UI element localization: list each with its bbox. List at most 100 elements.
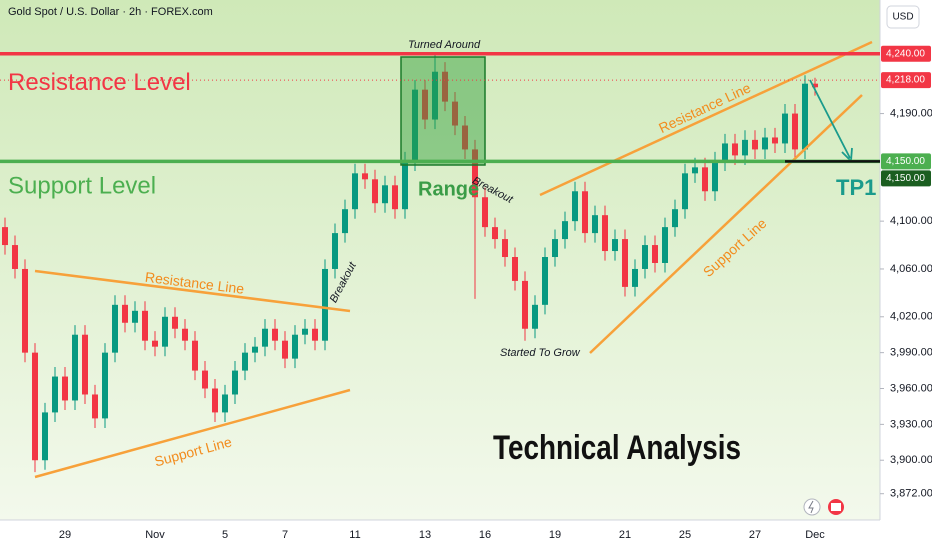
icon [808, 500, 814, 514]
y-tick-label: 4,020.00 [890, 311, 932, 323]
trend-line [589, 94, 863, 354]
annotation: Turned Around [408, 39, 481, 51]
candle-body [52, 376, 58, 413]
candle-body [802, 83, 808, 150]
currency: USD [892, 12, 913, 23]
candle-body [42, 412, 48, 461]
candle-body [132, 310, 138, 323]
y-tick-label: 3,872.00 [890, 488, 932, 500]
candle-body [682, 173, 688, 210]
level-label: Resistance Level [8, 69, 191, 96]
y-tick-label: 3,900.00 [890, 454, 932, 466]
candle-body [612, 239, 618, 252]
candle-body [432, 71, 438, 120]
price-label-box [881, 170, 931, 187]
level-label: Support Level [8, 173, 156, 200]
x-tick-label: Nov [145, 529, 165, 541]
candle-body [472, 149, 478, 198]
candle-body [92, 394, 98, 419]
candle-body [732, 143, 738, 156]
candle-body [322, 268, 328, 341]
price-label: 4,150.00 [886, 156, 925, 167]
candle-body [662, 227, 668, 263]
candle-body [572, 191, 578, 222]
candle-body [282, 340, 288, 359]
candle-body [722, 143, 728, 162]
y-tick-label: 4,100.00 [890, 215, 932, 227]
x-tick-label: 13 [419, 529, 431, 541]
candle-body [742, 139, 748, 156]
candle-body [142, 310, 148, 341]
candle-body [332, 233, 338, 269]
candle-body [422, 89, 428, 120]
candle-body [72, 334, 78, 401]
candle-body [622, 239, 628, 287]
candle-body [2, 227, 8, 246]
x-tick-label: 7 [282, 529, 288, 541]
candle-body [162, 316, 168, 347]
y-tick-label: 3,990.00 [890, 347, 932, 359]
candle-body [122, 304, 128, 323]
x-tick-label: 27 [749, 529, 761, 541]
time-axis [0, 520, 880, 550]
candle-body [352, 173, 358, 210]
x-tick-label: 25 [679, 529, 691, 541]
candle-body [262, 328, 268, 347]
candle-body [712, 161, 718, 192]
x-tick-label: 21 [619, 529, 631, 541]
candle-body [642, 245, 648, 269]
candle-body [552, 239, 558, 258]
candle-body [242, 352, 248, 371]
candle-body [462, 125, 468, 150]
candle-body [232, 370, 238, 395]
marks [2, 53, 818, 473]
price-label: 4,218.00 [886, 75, 925, 86]
annotation: Started To Grow [500, 347, 581, 359]
candle-body [782, 113, 788, 144]
candle-body [182, 328, 188, 341]
candle-body [342, 209, 348, 234]
candle-body [302, 328, 308, 335]
icon [831, 503, 841, 511]
x-tick-label: 16 [479, 529, 491, 541]
candle-body [592, 215, 598, 234]
candle-body [652, 245, 658, 263]
candle-body [82, 334, 88, 395]
candle-body [412, 89, 418, 162]
y-tick-label: 4,190.00 [890, 107, 932, 119]
candle-body [792, 113, 798, 150]
price-axis [880, 0, 932, 550]
candle-body [32, 352, 38, 461]
price-label-box [881, 72, 931, 89]
candle-body [762, 137, 768, 150]
annotation: Range [418, 178, 479, 200]
candle-body [192, 340, 198, 371]
candle-body [22, 268, 28, 353]
candle-body [602, 215, 608, 252]
candle-body [672, 209, 678, 228]
candle-body [402, 161, 408, 210]
candle-body [502, 239, 508, 258]
trend-line [34, 388, 351, 479]
candle-body [152, 340, 158, 347]
candle-body [312, 328, 318, 341]
arrow [809, 79, 851, 159]
chart-title: Gold Spot / U.S. Dollar · 2h · FOREX.com [8, 6, 213, 18]
candle-body [362, 173, 368, 180]
y-tick-label: 4,060.00 [890, 263, 932, 275]
candle-body [532, 304, 538, 329]
currency-box [886, 5, 920, 29]
candle-body [102, 352, 108, 419]
candle-body [62, 376, 68, 401]
headline: Technical Analysis [493, 429, 741, 467]
x-tick-label: 29 [59, 529, 71, 541]
price-label: 4,240.00 [886, 48, 925, 59]
trend-line [539, 40, 873, 197]
candle-body [382, 185, 388, 204]
plot-background [0, 0, 880, 520]
candle-body [172, 316, 178, 329]
candle-body [512, 257, 518, 281]
candle-body [752, 139, 758, 150]
candle-body [542, 257, 548, 305]
